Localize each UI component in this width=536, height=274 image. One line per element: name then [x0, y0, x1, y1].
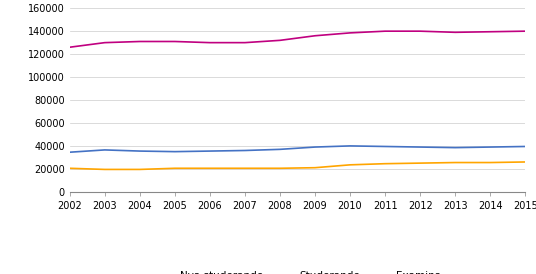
Nya studerande: [101, 148, 108, 152]
Studerande: [452, 31, 458, 34]
Examina: [312, 166, 318, 169]
Examina: [137, 168, 143, 171]
Nya studerande: [312, 145, 318, 149]
Nya studerande: [172, 150, 178, 153]
Examina: [487, 161, 494, 164]
Nya studerande: [487, 145, 494, 149]
Studerande: [172, 40, 178, 43]
Examina: [522, 160, 528, 164]
Examina: [417, 161, 423, 165]
Examina: [242, 167, 248, 170]
Line: Studerande: Studerande: [70, 31, 525, 47]
Studerande: [382, 30, 388, 33]
Nya studerande: [66, 151, 73, 154]
Nya studerande: [452, 146, 458, 149]
Line: Examina: Examina: [70, 162, 525, 169]
Examina: [207, 167, 213, 170]
Nya studerande: [137, 149, 143, 153]
Line: Nya studerande: Nya studerande: [70, 146, 525, 152]
Examina: [382, 162, 388, 165]
Studerande: [207, 41, 213, 44]
Nya studerande: [417, 145, 423, 149]
Studerande: [101, 41, 108, 44]
Examina: [347, 163, 353, 167]
Nya studerande: [382, 145, 388, 148]
Studerande: [277, 39, 283, 42]
Nya studerande: [277, 148, 283, 151]
Studerande: [242, 41, 248, 44]
Studerande: [66, 45, 73, 49]
Nya studerande: [207, 149, 213, 153]
Studerande: [347, 31, 353, 35]
Nya studerande: [522, 145, 528, 148]
Legend: Nya studerande, Studerande, Examina: Nya studerande, Studerande, Examina: [150, 267, 445, 274]
Examina: [452, 161, 458, 164]
Examina: [101, 168, 108, 171]
Nya studerande: [242, 149, 248, 152]
Studerande: [137, 40, 143, 43]
Examina: [66, 167, 73, 170]
Studerande: [487, 30, 494, 33]
Examina: [277, 167, 283, 170]
Studerande: [312, 34, 318, 38]
Studerande: [417, 30, 423, 33]
Studerande: [522, 30, 528, 33]
Nya studerande: [347, 144, 353, 147]
Examina: [172, 167, 178, 170]
